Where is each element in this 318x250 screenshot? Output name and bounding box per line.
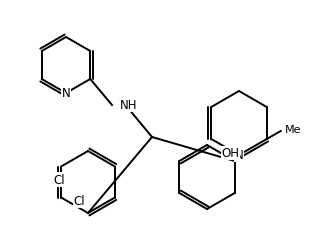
Text: Cl: Cl	[73, 194, 85, 207]
Text: N: N	[235, 149, 243, 162]
Text: Cl: Cl	[53, 173, 65, 186]
Text: N: N	[62, 87, 70, 100]
Text: Me: Me	[285, 124, 301, 134]
Text: OH: OH	[222, 147, 240, 160]
Text: NH: NH	[120, 99, 137, 112]
